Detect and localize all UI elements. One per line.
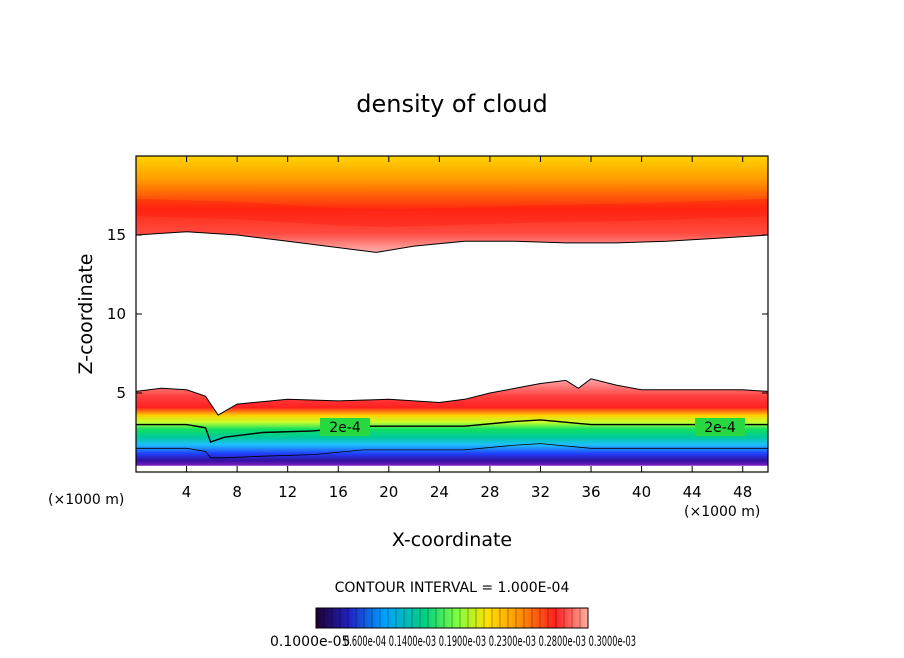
contour-label-bg-left — [320, 418, 370, 436]
x-tick-label-8: 8 — [232, 483, 242, 501]
plot-area — [136, 156, 768, 466]
x-axis-title: X-coordinate — [392, 529, 512, 551]
lower-layer-top-contour — [136, 378, 768, 416]
contour-label-bg-right — [695, 418, 745, 436]
upper-cloud-layer — [136, 156, 768, 253]
contour-interval-text: CONTOUR INTERVAL = 1.000E-04 — [335, 580, 570, 596]
x-tick-label-40: 40 — [632, 483, 651, 501]
x-tick-label-20: 20 — [379, 483, 398, 501]
colorbar-overlap-labels: 0.600e-04 0.1400e-03 0.1900e-03 0.2300e-… — [344, 634, 636, 650]
y-tick-label-5: 5 — [116, 384, 126, 402]
x-tick-label-16: 16 — [329, 483, 348, 501]
x-unit-left: (×1000 m) — [48, 492, 124, 508]
colorbar-stripes — [323, 608, 581, 628]
lower-cloud-layer — [136, 378, 768, 466]
x-tick-label-12: 12 — [278, 483, 297, 501]
x-tick-label-32: 32 — [531, 483, 550, 501]
x-tick-label-36: 36 — [581, 483, 600, 501]
x-ticks: 4 8 12 16 20 24 28 32 36 40 44 48 — [182, 156, 752, 501]
lower-contour-line — [136, 443, 768, 459]
colorbar-first-label: 0.1000e-05 — [270, 634, 350, 650]
y-ticks: 5 10 15 — [107, 226, 768, 402]
x-unit-right: (×1000 m) — [684, 504, 760, 520]
chart-title: density of cloud — [356, 90, 547, 118]
x-tick-label-48: 48 — [733, 483, 752, 501]
x-tick-label-44: 44 — [683, 483, 702, 501]
x-tick-label-24: 24 — [430, 483, 449, 501]
upper-cloud-core — [136, 198, 768, 228]
y-tick-label-10: 10 — [107, 305, 126, 323]
contour-label-right: 2e-4 — [704, 420, 736, 436]
x-tick-label-4: 4 — [182, 483, 192, 501]
y-tick-label-15: 15 — [107, 226, 126, 244]
y-axis-title: Z-coordinate — [75, 254, 97, 375]
x-tick-label-28: 28 — [480, 483, 499, 501]
upper-layer-boundary-contour — [136, 231, 768, 253]
contour-label-left: 2e-4 — [329, 420, 361, 436]
